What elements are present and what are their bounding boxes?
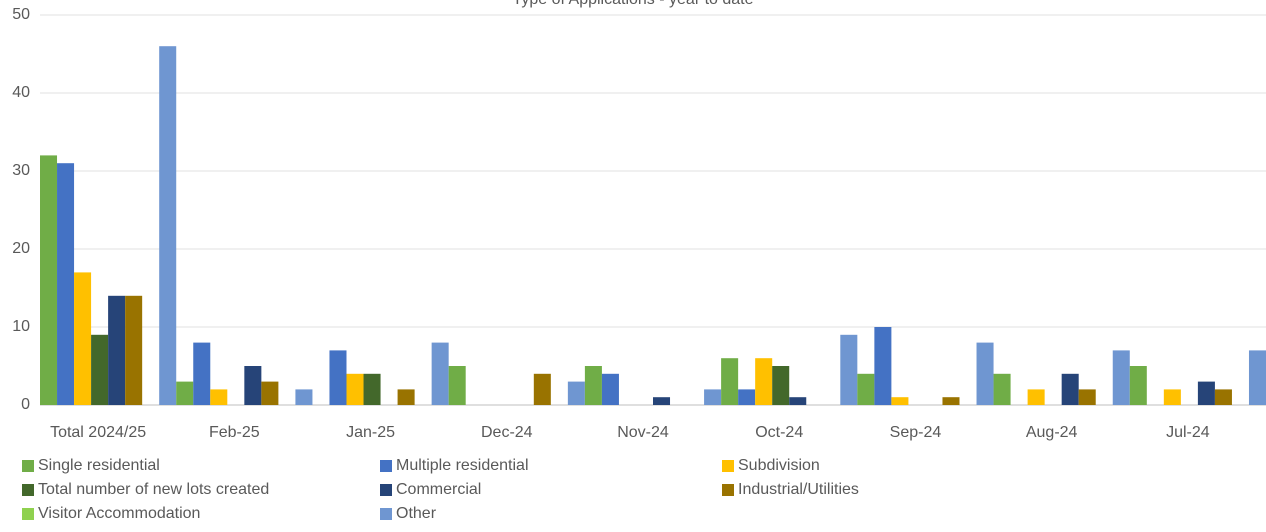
bar <box>448 366 466 405</box>
x-tick-label: Jan-25 <box>346 424 395 441</box>
legend-label: Multiple residential <box>396 457 529 474</box>
bar <box>738 389 756 405</box>
bar <box>261 381 279 405</box>
x-tick-label: Dec-24 <box>481 424 533 441</box>
y-tick-label: 40 <box>12 84 30 101</box>
bar <box>857 373 875 405</box>
bar <box>176 381 194 405</box>
bar <box>397 389 415 405</box>
x-tick-label: Feb-25 <box>209 424 260 441</box>
bar <box>976 342 994 405</box>
bar <box>1078 389 1096 405</box>
legend-swatch <box>380 460 392 472</box>
bar <box>653 397 671 405</box>
legend-label: Visitor Accommodation <box>38 505 200 522</box>
bar <box>584 366 602 405</box>
bar <box>159 46 177 405</box>
legend-label: Subdivision <box>738 457 820 474</box>
legend-label: Commercial <box>396 481 481 498</box>
legend-swatch <box>722 484 734 496</box>
bar <box>1112 350 1130 405</box>
legend-label: Industrial/Utilities <box>738 481 859 498</box>
bar <box>329 350 347 405</box>
legend-label: Other <box>396 505 437 522</box>
bar <box>363 373 381 405</box>
legend-label: Single residential <box>38 457 160 474</box>
x-tick-label: Oct-24 <box>755 424 803 441</box>
y-tick-label: 0 <box>21 396 30 413</box>
y-tick-label: 10 <box>12 318 30 335</box>
x-tick-label: Total 2024/25 <box>50 424 146 441</box>
bar <box>295 389 313 405</box>
bar <box>40 155 58 405</box>
x-tick-label: Sep-24 <box>890 424 942 441</box>
bar <box>57 163 75 405</box>
bar <box>74 272 92 405</box>
bar <box>601 373 619 405</box>
y-tick-label: 50 <box>12 6 30 23</box>
bar <box>193 342 211 405</box>
y-tick-label: 30 <box>12 162 30 179</box>
legend-swatch <box>380 508 392 520</box>
legend-swatch <box>722 460 734 472</box>
bar <box>431 342 449 405</box>
bar <box>721 358 739 405</box>
bar <box>1027 389 1045 405</box>
bar <box>1163 389 1181 405</box>
legend-label: Total number of new lots created <box>38 481 269 498</box>
bar <box>789 397 807 405</box>
chart-title: Type of Applications - year to date <box>512 0 753 8</box>
bar <box>1129 366 1147 405</box>
x-tick-label: Aug-24 <box>1026 424 1078 441</box>
x-tick-label: Jul-24 <box>1166 424 1210 441</box>
bar <box>993 373 1011 405</box>
bar <box>125 295 143 405</box>
bar <box>704 389 722 405</box>
x-tick-label: Nov-24 <box>617 424 669 441</box>
legend-swatch <box>22 460 34 472</box>
bar <box>1248 350 1266 405</box>
bar <box>891 397 909 405</box>
bar <box>874 327 892 405</box>
bar <box>210 389 228 405</box>
bar <box>1197 381 1215 405</box>
bar <box>1061 373 1079 405</box>
legend-swatch <box>22 508 34 520</box>
bar <box>755 358 773 405</box>
bar <box>840 334 858 405</box>
bar <box>533 373 551 405</box>
legend-swatch <box>380 484 392 496</box>
y-tick-label: 20 <box>12 240 30 257</box>
bar <box>1214 389 1232 405</box>
bar <box>942 397 960 405</box>
bar <box>346 373 364 405</box>
legend-swatch <box>22 484 34 496</box>
bar <box>108 295 126 405</box>
bar <box>91 334 109 405</box>
bar <box>567 381 585 405</box>
bar <box>244 366 262 405</box>
bar <box>772 366 790 405</box>
